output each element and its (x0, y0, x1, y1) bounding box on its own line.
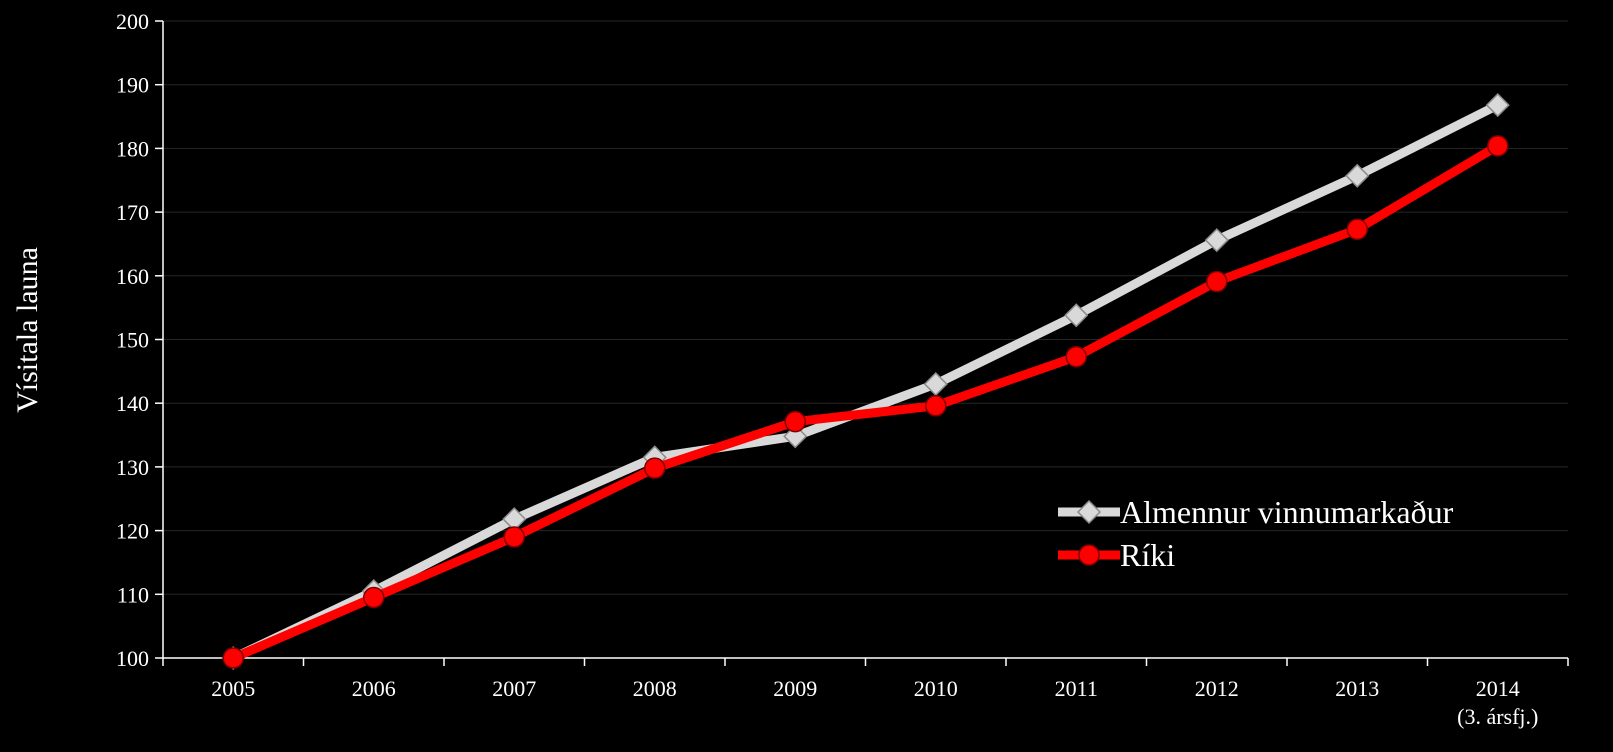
data-point (222, 647, 244, 669)
data-point (1064, 303, 1089, 328)
legend-marker (1076, 499, 1102, 525)
grid (163, 20, 1568, 595)
data-point (644, 457, 666, 479)
y-tick-label: 150 (116, 328, 149, 353)
data-point (1487, 135, 1509, 157)
data-point (363, 586, 385, 609)
x-tick-label: 2012 (1195, 676, 1239, 701)
y-tick-label: 130 (116, 455, 149, 480)
data-point (1204, 228, 1229, 253)
y-tick-label: 110 (117, 582, 149, 607)
data-point (925, 394, 947, 417)
data-point (1065, 345, 1087, 368)
data-point (503, 526, 525, 548)
series-1 (222, 135, 1509, 669)
x-tick-label: 2011 (1055, 676, 1098, 701)
legend-item: Almennur vinnumarkaður (1058, 494, 1454, 530)
data-point (1346, 218, 1368, 241)
x-tick-label: 2010 (914, 676, 958, 701)
x-tick-label: 2013 (1335, 676, 1379, 701)
x-tick-label: 2005 (211, 676, 255, 701)
legend: Almennur vinnumarkaður Ríki (1058, 494, 1454, 573)
data-point (1206, 270, 1228, 293)
x-tick-label: 2007 (492, 676, 536, 701)
y-tick-label: 120 (116, 519, 149, 544)
legend-marker (1078, 544, 1100, 566)
legend-label: Ríki (1120, 537, 1175, 573)
x-tick-label: 2008 (633, 676, 677, 701)
data-point (784, 410, 806, 433)
series (221, 93, 1510, 671)
legend-item: Ríki (1058, 537, 1175, 573)
legend-label: Almennur vinnumarkaður (1120, 494, 1454, 530)
x-tick-sublabel: (3. ársfj.) (1457, 704, 1538, 729)
y-axis-title: Vísitala launa (11, 247, 44, 413)
y-tick-label: 160 (116, 264, 149, 289)
y-ticks: 100 110 120 130 140 150 160 170 180 190 200 (116, 9, 163, 671)
y-tick-label: 100 (116, 646, 149, 671)
data-point (1345, 163, 1370, 188)
y-tick-label: 180 (116, 136, 149, 161)
series-line (231, 141, 1501, 663)
data-point (1485, 93, 1510, 118)
x-tick-label: 2014 (1476, 676, 1520, 701)
y-tick-label: 190 (116, 73, 149, 98)
y-tick-label: 170 (116, 200, 149, 225)
x-tick-label: 2009 (773, 676, 817, 701)
y-tick-label: 140 (116, 391, 149, 416)
y-tick-label: 200 (116, 9, 149, 34)
x-tick-label: 2006 (352, 676, 396, 701)
x-ticks: 2005 2006 2007 2008 2009 2010 2011 2012 2013 2014… (162, 658, 1569, 729)
